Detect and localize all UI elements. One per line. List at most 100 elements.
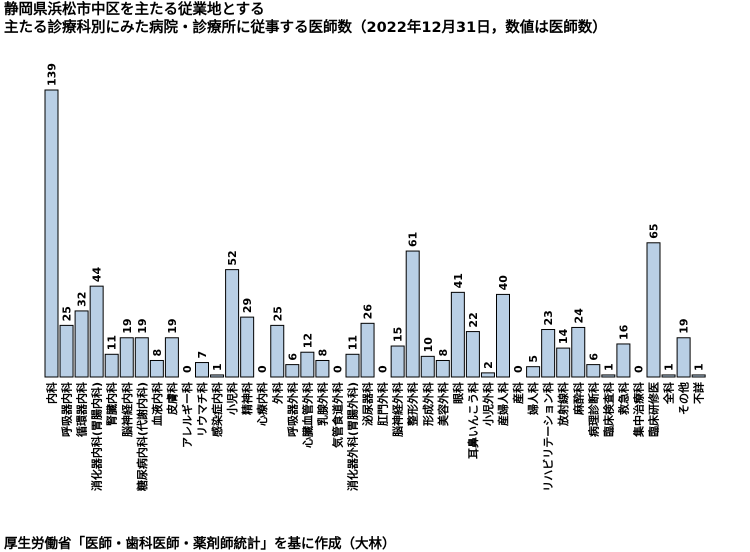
bar	[541, 329, 556, 378]
bar	[345, 353, 360, 378]
bar-value-label: 6	[587, 353, 600, 361]
bar-value-label: 25	[61, 306, 74, 321]
bar-value-label: 5	[527, 355, 540, 363]
bar-value-label: 52	[226, 250, 239, 265]
bar	[315, 359, 330, 378]
bar-value-label: 0	[331, 365, 344, 373]
bar-value-label: 0	[632, 365, 645, 373]
bar	[360, 322, 375, 378]
bar-value-label: 26	[362, 304, 375, 320]
bar-value-label: 0	[377, 365, 390, 373]
category-label: 心臓血管外科	[300, 382, 314, 448]
bar-value-label: 41	[452, 273, 465, 288]
bar	[405, 250, 420, 378]
category-label: 臨床研修医	[647, 382, 661, 437]
category-label: 心療内科	[255, 382, 269, 426]
category-label: 小児科	[225, 382, 239, 416]
bar	[480, 372, 495, 378]
category-label: 精神科	[240, 382, 254, 415]
bar	[676, 337, 691, 378]
bar	[661, 374, 676, 378]
bar	[435, 359, 450, 378]
bar-value-label: 139	[46, 63, 59, 86]
bar	[270, 324, 285, 378]
category-label: リハビリテーション科	[541, 382, 555, 492]
bar	[210, 374, 225, 378]
bar	[195, 362, 209, 378]
category-label: 脳神経内科	[120, 382, 134, 437]
bar-value-label: 15	[392, 327, 405, 342]
bar	[149, 359, 164, 378]
category-label: 産婦人科	[496, 382, 510, 426]
bar	[44, 89, 59, 378]
category-label: 皮膚科	[165, 382, 179, 416]
bar	[104, 353, 119, 378]
bar	[691, 374, 706, 378]
category-label: 放射線科	[556, 382, 570, 427]
bar-value-label: 19	[678, 318, 691, 333]
bar	[119, 337, 134, 378]
category-label: 血液内科	[150, 382, 164, 426]
bar-value-label: 8	[316, 349, 329, 357]
bar	[526, 366, 541, 378]
bar-value-label: 10	[422, 337, 435, 353]
bar-value-label: 8	[437, 349, 450, 357]
bar-value-label: 24	[572, 308, 585, 324]
bar-value-label: 32	[76, 292, 89, 307]
category-label: アレルギー科	[180, 382, 194, 448]
category-label: 感染症内科	[210, 382, 224, 437]
category-label: 腎臓内科	[105, 382, 119, 426]
bar-value-label: 0	[256, 365, 269, 373]
bar-value-label: 40	[497, 275, 510, 291]
category-label: 形成外科	[421, 382, 435, 426]
bar	[225, 269, 240, 378]
bar	[164, 337, 179, 378]
bar	[616, 343, 631, 378]
bar-value-label: 19	[121, 318, 134, 333]
bar-value-label: 0	[512, 365, 525, 373]
bar-value-label: 1	[663, 363, 676, 371]
category-label: 脳神経外科	[391, 382, 405, 437]
category-label: 肛門外科	[376, 382, 390, 426]
bar	[59, 324, 74, 378]
bar	[134, 337, 149, 378]
category-label: 糖尿病内科(代謝内科)	[135, 382, 149, 491]
bar-value-label: 2	[482, 361, 495, 369]
source-note: 厚生労働省「医師・歯科医師・薬剤師統計」を基に作成（大林）	[4, 536, 396, 552]
category-label: その他	[677, 382, 691, 415]
category-label: 耳鼻いんこう科	[466, 382, 480, 459]
bar-value-label: 11	[347, 335, 360, 350]
bar-value-label: 44	[91, 266, 104, 282]
bar	[496, 293, 510, 378]
category-label: 内科	[45, 382, 59, 404]
category-label: 集中治療科	[631, 382, 645, 438]
category-labels-group: 内科 呼吸器内科 循環器内科 消化器内科(胃腸内科) 腎臓内科 脳神経内科 糖尿病内科(代謝…	[45, 382, 706, 492]
category-label: 美容外科	[436, 382, 450, 426]
bar	[420, 355, 435, 378]
bar	[300, 351, 315, 378]
bar-value-label: 16	[617, 324, 630, 340]
bar-value-label: 1	[602, 363, 615, 371]
category-label: 整形外科	[406, 382, 420, 427]
bar-value-label: 12	[301, 333, 314, 348]
bar-value-label: 19	[136, 318, 149, 333]
bar-value-label: 1	[211, 363, 224, 371]
chart-title-line2: 主たる診療科別にみた病院・診療所に従事する医師数（2022年12月31日，数値は…	[4, 20, 607, 36]
bar-value-label: 6	[286, 353, 299, 361]
bar	[89, 285, 104, 378]
category-label: 病理診断科	[586, 382, 600, 437]
bar-value-label: 25	[271, 306, 284, 321]
category-label: 気管食道外科	[330, 382, 344, 448]
bars-group	[44, 89, 706, 378]
category-label: 小児外科	[481, 382, 495, 427]
category-label: 眼科	[451, 382, 465, 404]
bar	[646, 242, 661, 378]
bar-value-label: 8	[151, 349, 164, 357]
bar	[450, 291, 465, 378]
bar	[74, 310, 89, 378]
category-label: 循環器内科	[75, 382, 89, 437]
category-label: 消化器内科(胃腸内科)	[90, 382, 104, 491]
bar	[556, 347, 571, 378]
